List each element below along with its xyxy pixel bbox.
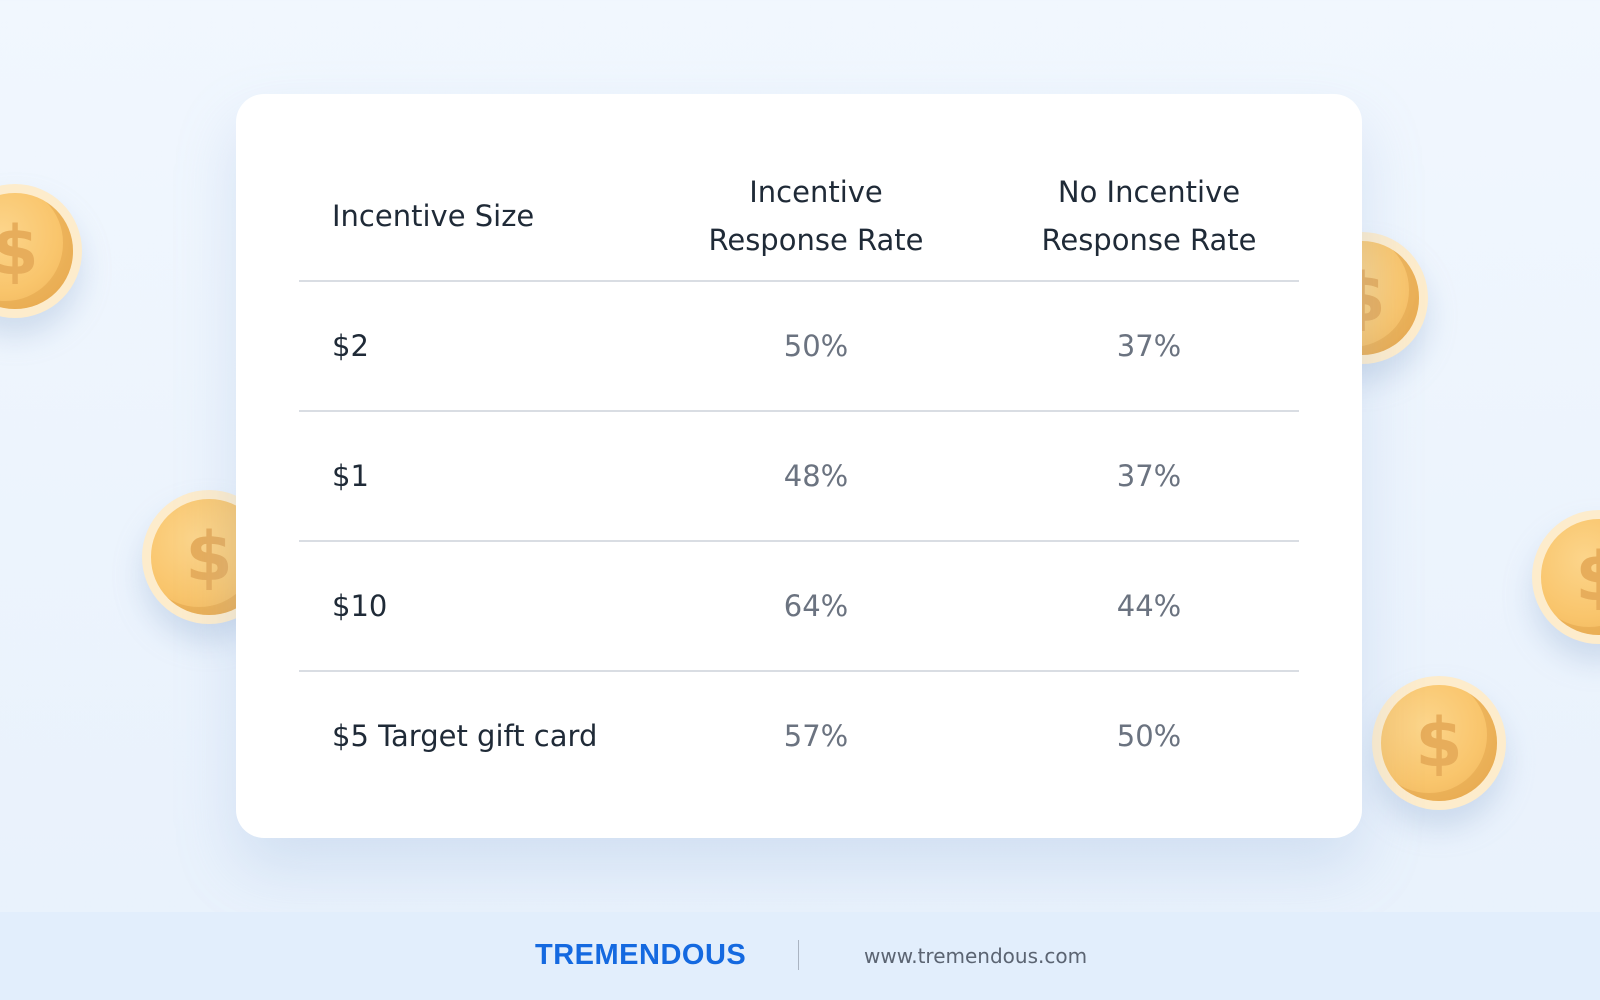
dollar-sign-icon: $ <box>1415 703 1463 783</box>
dollar-sign-icon: $ <box>185 517 233 597</box>
coin-right-middle: $ <box>1532 510 1600 644</box>
data-table-card: Incentive Size Incentive Response Rate N… <box>236 94 1362 838</box>
table-header: Incentive Size Incentive Response Rate N… <box>299 156 1299 282</box>
cell-no-incentive-rate: 37% <box>1116 329 1182 363</box>
website-url: www.tremendous.com <box>864 944 1088 968</box>
coin-left-top: $ <box>0 184 82 318</box>
cell-incentive-rate: 64% <box>783 589 849 623</box>
dollar-sign-icon: $ <box>0 211 39 291</box>
cell-no-incentive-rate: 44% <box>1116 589 1182 623</box>
brand-logo: TREMENDOUS <box>535 939 747 971</box>
table-row: $1 48% 37% <box>299 412 1299 542</box>
coin-right-bottom: $ <box>1372 676 1506 810</box>
header-incentive-line2: Response Rate <box>708 223 924 257</box>
cell-incentive-rate: 48% <box>783 459 849 493</box>
header-incentive-response-rate: Incentive Response Rate <box>666 168 966 264</box>
footer-divider <box>798 940 799 970</box>
cell-incentive-size: $5 Target gift card <box>332 719 598 753</box>
header-incentive-size: Incentive Size <box>332 199 535 233</box>
table-row: $10 64% 44% <box>299 542 1299 672</box>
cell-incentive-rate: 50% <box>783 329 849 363</box>
cell-no-incentive-rate: 50% <box>1116 719 1182 753</box>
header-incentive-line1: Incentive <box>749 175 883 209</box>
table-row: $5 Target gift card 57% 50% <box>299 672 1299 800</box>
header-no-incentive-response-rate: No Incentive Response Rate <box>999 168 1299 264</box>
cell-no-incentive-rate: 37% <box>1116 459 1182 493</box>
footer-bar: TREMENDOUS www.tremendous.com <box>0 912 1600 1000</box>
table-row: $2 50% 37% <box>299 282 1299 412</box>
header-no-incentive-line2: Response Rate <box>1041 223 1257 257</box>
cell-incentive-size: $10 <box>332 589 388 623</box>
header-no-incentive-line1: No Incentive <box>1057 175 1241 209</box>
dollar-sign-icon: $ <box>1575 537 1600 617</box>
cell-incentive-rate: 57% <box>783 719 849 753</box>
cell-incentive-size: $1 <box>332 459 369 493</box>
cell-incentive-size: $2 <box>332 329 369 363</box>
